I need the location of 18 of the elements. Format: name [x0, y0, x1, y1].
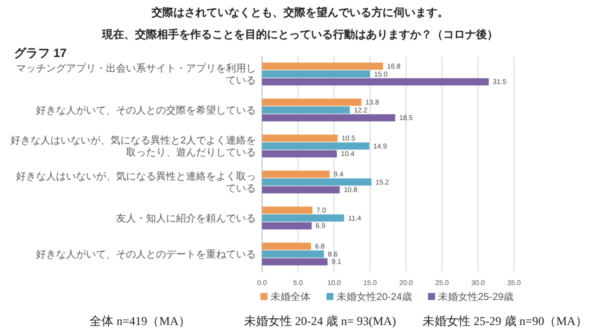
category: 好きな人がいて、その人との交際を希望している [36, 106, 256, 116]
legend: 未婚女性20-24歳 [336, 292, 412, 303]
legend: 未婚全体 [270, 292, 310, 303]
category: 好きな人がいて、その人とのデートを重ねている [36, 250, 256, 260]
category: ている [226, 76, 256, 86]
category: 取ったり、遊んだりしている [126, 148, 256, 158]
legend: 未婚女性25-29歳 [438, 292, 514, 303]
annotation: 全体 n=419（MA） [89, 314, 191, 328]
subtitle: 現在、交際相手を作ることを目的にとっている行動はありますか？（コロナ後） [102, 29, 498, 41]
category: 好きな人はいないが、気になる異性と2人でよく連絡を [10, 136, 256, 146]
category: ている [226, 184, 256, 194]
title: 交際はされていなくとも、交際を望んでいる方に伺います。 [152, 7, 448, 19]
annotation: 未婚女性 20-24 歳 n= 93(MA) [244, 314, 396, 328]
category: 好きな人はいないが、気になる異性と連絡をよく取っ [16, 172, 256, 182]
annotation: 未婚女性 25-29 歳 n=90（MA） [422, 314, 588, 328]
category: マッチングアプリ・出会い系サイト・アプリを利用し [16, 64, 256, 74]
annotation: グラフ 17 [14, 46, 67, 60]
category: 友人・知人に紹介を頼んでいる [116, 214, 256, 224]
